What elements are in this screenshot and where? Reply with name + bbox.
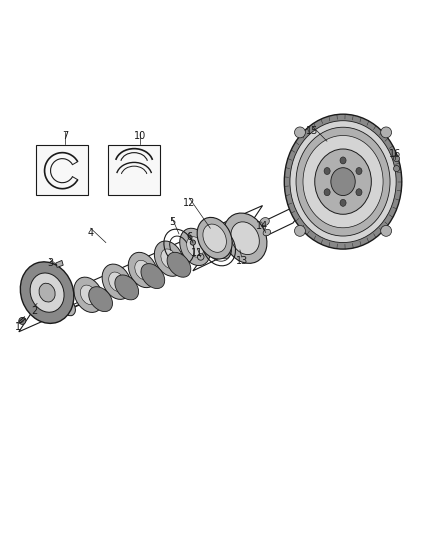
Ellipse shape: [198, 254, 204, 260]
Ellipse shape: [296, 127, 390, 236]
Ellipse shape: [39, 283, 55, 302]
Ellipse shape: [81, 285, 96, 304]
Ellipse shape: [154, 241, 184, 276]
Ellipse shape: [284, 114, 402, 249]
Ellipse shape: [128, 252, 157, 288]
Ellipse shape: [231, 222, 259, 255]
Ellipse shape: [294, 127, 305, 138]
Ellipse shape: [115, 275, 138, 300]
Text: 12: 12: [183, 198, 196, 207]
Text: 4: 4: [88, 228, 94, 238]
Text: 15: 15: [307, 126, 319, 136]
Ellipse shape: [294, 225, 305, 236]
Ellipse shape: [30, 273, 64, 312]
Ellipse shape: [356, 167, 362, 174]
Ellipse shape: [167, 252, 191, 277]
Ellipse shape: [356, 189, 362, 196]
Ellipse shape: [340, 199, 346, 206]
Ellipse shape: [315, 149, 371, 214]
Text: 7: 7: [62, 131, 68, 141]
Ellipse shape: [20, 262, 74, 324]
Ellipse shape: [381, 127, 392, 138]
Polygon shape: [56, 261, 63, 268]
Ellipse shape: [331, 168, 355, 196]
Ellipse shape: [187, 237, 204, 257]
Text: 14: 14: [255, 221, 268, 231]
Ellipse shape: [135, 260, 151, 280]
Ellipse shape: [221, 251, 230, 259]
Ellipse shape: [190, 240, 195, 245]
Ellipse shape: [324, 167, 330, 174]
Ellipse shape: [19, 318, 26, 325]
Ellipse shape: [161, 249, 177, 269]
Ellipse shape: [74, 277, 103, 312]
Text: 6: 6: [186, 232, 192, 243]
Ellipse shape: [141, 264, 165, 288]
Ellipse shape: [381, 225, 392, 236]
Ellipse shape: [62, 300, 75, 316]
Text: 2: 2: [31, 306, 37, 316]
Ellipse shape: [393, 166, 399, 172]
FancyBboxPatch shape: [36, 144, 88, 195]
Text: 1: 1: [15, 322, 21, 333]
FancyBboxPatch shape: [108, 144, 160, 195]
Ellipse shape: [303, 135, 383, 228]
Text: 3: 3: [47, 259, 53, 269]
Text: 10: 10: [134, 131, 146, 141]
Ellipse shape: [260, 217, 269, 226]
Ellipse shape: [197, 217, 232, 259]
Text: 16: 16: [389, 149, 401, 159]
Ellipse shape: [203, 224, 226, 252]
Ellipse shape: [102, 264, 131, 300]
Text: 13: 13: [236, 256, 248, 266]
Ellipse shape: [340, 157, 346, 164]
Text: 11: 11: [191, 247, 203, 257]
Ellipse shape: [89, 287, 113, 312]
Ellipse shape: [180, 228, 210, 265]
Text: 5: 5: [169, 217, 175, 227]
Ellipse shape: [393, 156, 399, 161]
Ellipse shape: [109, 272, 125, 292]
Ellipse shape: [263, 229, 271, 236]
Ellipse shape: [290, 120, 396, 243]
Ellipse shape: [324, 189, 330, 196]
Ellipse shape: [223, 213, 267, 263]
